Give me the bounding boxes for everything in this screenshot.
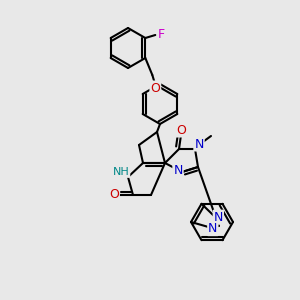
Text: N: N [194,137,204,151]
Text: N: N [208,222,218,235]
Text: F: F [158,28,165,40]
Text: O: O [150,82,160,94]
Text: N: N [173,164,183,176]
Text: N: N [214,211,223,224]
Text: O: O [176,124,186,136]
Text: O: O [109,188,119,202]
Text: NH: NH [112,167,129,177]
